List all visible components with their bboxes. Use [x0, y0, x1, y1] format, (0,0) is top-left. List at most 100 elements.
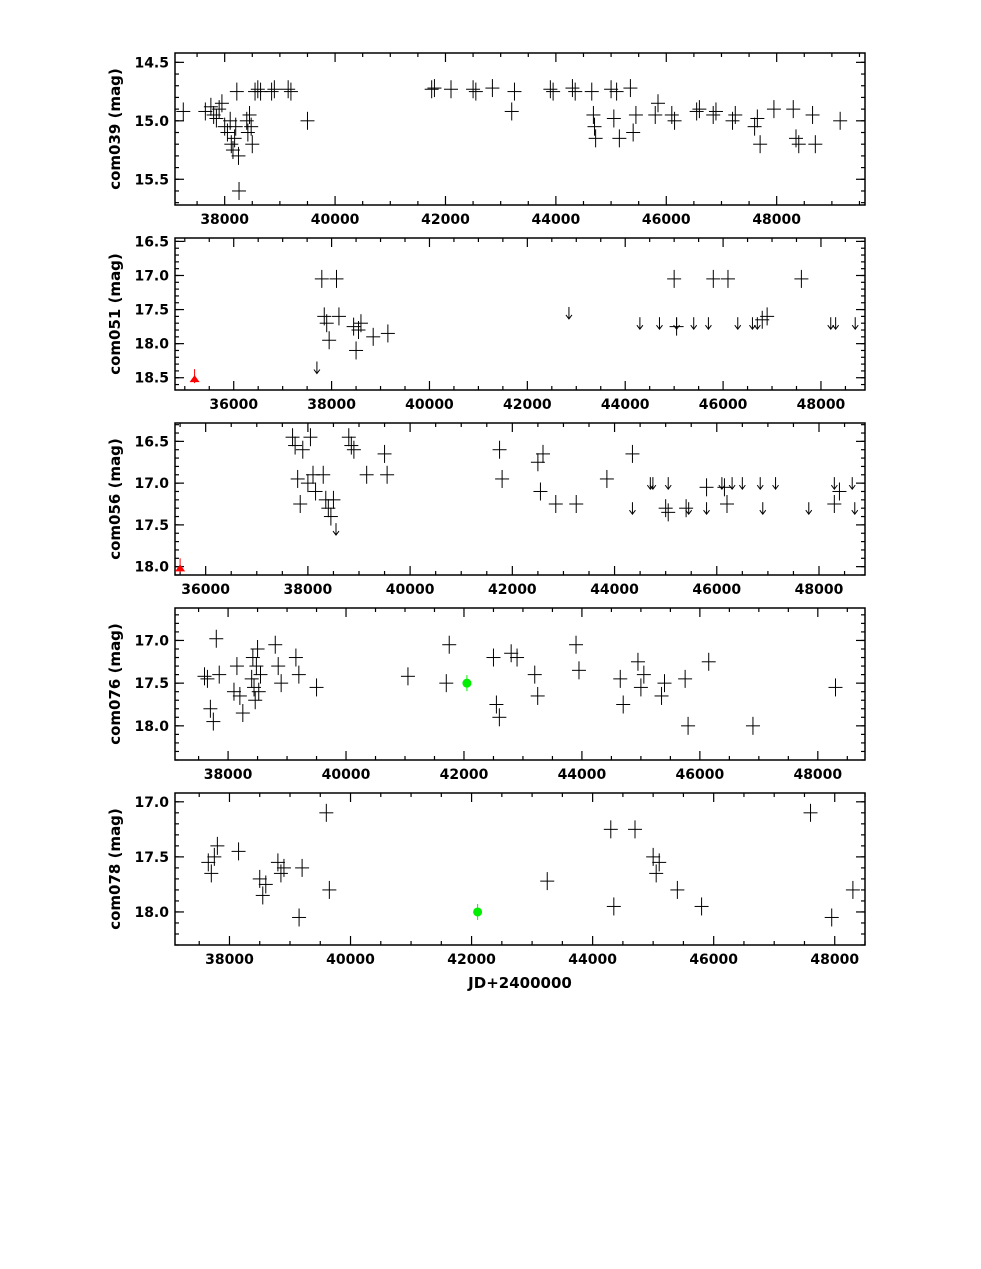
- tick-labels: 36000 38000 40000 42000 44000 46000 48000 16.5 1…: [134, 234, 845, 413]
- upper-limit-arrow: [703, 502, 710, 516]
- y-tick-label: 16.5: [134, 234, 169, 250]
- data-point: [231, 146, 246, 165]
- data-point: [486, 648, 501, 667]
- data-point: [681, 716, 696, 735]
- arrow-head: [753, 324, 761, 331]
- y-tick-label: 17.0: [134, 795, 169, 811]
- data-point: [276, 858, 291, 877]
- axis-ticks: [175, 238, 865, 390]
- red-point: [189, 369, 200, 384]
- y-tick-label: 16.5: [134, 434, 169, 450]
- panel-com076: 38000 40000 42000 44000 46000 48000 17.0 17.5 18…: [106, 607, 866, 783]
- upper-limit-arrow: [646, 477, 654, 490]
- x-tick-label: 46000: [692, 582, 741, 598]
- data-point: [616, 695, 631, 714]
- upper-limit-arrow: [851, 317, 859, 331]
- panel-com039: 38000 40000 42000 44000 46000 48000 14.5 15.0 15…: [106, 52, 866, 228]
- upper-limit-arrow: [848, 477, 856, 490]
- data-point: [349, 341, 364, 360]
- data-point: [612, 129, 627, 148]
- x-tick-label: 46000: [699, 397, 748, 413]
- data-point: [314, 269, 329, 288]
- data-point: [346, 440, 361, 459]
- data-point: [791, 135, 806, 154]
- arrow-head: [332, 530, 340, 536]
- y-axis-label: com051 (mag): [106, 253, 124, 375]
- data-point: [569, 635, 584, 654]
- data-point: [203, 97, 218, 116]
- data-point: [699, 478, 714, 497]
- x-tick-label: 40000: [322, 767, 371, 783]
- upper-limit-arrow: [805, 502, 813, 516]
- data-point: [747, 117, 762, 136]
- data-point: [636, 665, 651, 684]
- green-point: [473, 903, 483, 920]
- upper-limit-arrow: [690, 317, 698, 331]
- x-tick-label: 38000: [284, 582, 333, 598]
- x-tick-label: 42000: [447, 952, 496, 968]
- arrow-head: [629, 509, 636, 516]
- y-tick-label: 17.5: [134, 850, 169, 866]
- data-point: [255, 886, 270, 905]
- y-axis-label: com056 (mag): [106, 438, 124, 560]
- data-point: [203, 699, 218, 718]
- arrow-head: [313, 369, 321, 375]
- data-point: [466, 80, 481, 99]
- upper-limit-arrow: [749, 317, 756, 331]
- y-tick-label: 18.0: [134, 337, 169, 353]
- data-point: [504, 644, 519, 663]
- data-point: [442, 635, 457, 654]
- x-tick-label: 48000: [795, 582, 844, 598]
- data-point: [720, 495, 734, 514]
- data-point: [670, 880, 685, 899]
- axis-ticks: [175, 423, 865, 576]
- data-point: [380, 324, 395, 343]
- tick-labels: 38000 40000 42000 44000 46000 48000 17.0 17.5 18…: [134, 795, 859, 968]
- data-point: [745, 716, 760, 735]
- x-tick-label: 44000: [601, 397, 650, 413]
- y-tick-label: 17.0: [134, 268, 169, 284]
- data-point: [206, 712, 221, 731]
- data-point: [628, 820, 642, 839]
- data-point: [613, 669, 628, 688]
- data-point: [628, 105, 643, 124]
- data-point: [606, 109, 621, 128]
- data-point: [832, 482, 847, 501]
- y-tick-label: 17.0: [134, 633, 169, 649]
- plot-frame: [174, 52, 866, 206]
- data-point: [293, 495, 308, 514]
- arrow-head: [656, 324, 663, 331]
- data-point: [439, 674, 454, 693]
- data-point: [701, 652, 716, 671]
- x-tick-label: 46000: [676, 767, 725, 783]
- x-tick-label: 40000: [405, 397, 454, 413]
- upper-limit-arrow: [565, 306, 573, 320]
- data-point: [253, 665, 268, 684]
- data-point: [661, 503, 676, 522]
- x-tick-label: 42000: [488, 582, 537, 598]
- x-tick-label: 48000: [752, 212, 801, 228]
- data-point: [250, 80, 265, 99]
- data-point: [609, 82, 624, 101]
- data-point: [267, 80, 282, 99]
- data-point: [300, 111, 315, 130]
- data-point: [706, 269, 721, 288]
- x-tick-label: 36000: [181, 582, 230, 598]
- data-point: [283, 82, 298, 101]
- data-point: [231, 842, 246, 861]
- arrow-head: [759, 509, 767, 516]
- plot-frame: [174, 237, 866, 391]
- upper-limit-arrow: [332, 523, 340, 536]
- data-point: [565, 79, 580, 98]
- data-point: [285, 428, 300, 447]
- data-point: [232, 686, 247, 705]
- arrow-head: [851, 509, 859, 516]
- data-point: [319, 314, 334, 333]
- data-point: [400, 667, 415, 686]
- x-tick-label: 38000: [205, 952, 254, 968]
- data-point: [586, 105, 601, 124]
- plot-frame: [174, 607, 866, 761]
- data-point: [678, 669, 693, 688]
- axis-ticks: [175, 608, 865, 761]
- upper-limit-arrow: [685, 502, 693, 516]
